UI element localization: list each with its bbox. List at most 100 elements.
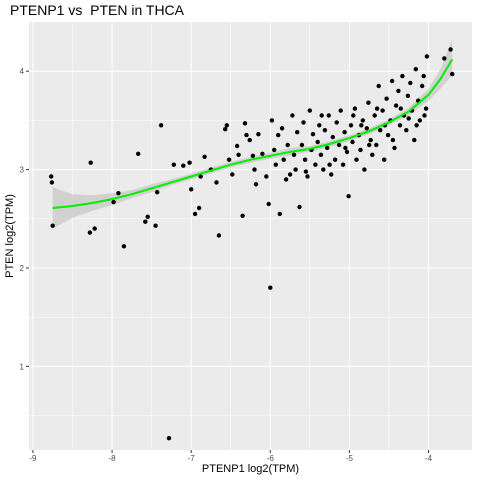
data-point (307, 108, 312, 113)
data-point (317, 123, 322, 128)
data-point (342, 130, 347, 135)
data-point (380, 108, 385, 113)
data-point (269, 118, 275, 123)
data-point (450, 71, 455, 77)
data-point (155, 190, 160, 195)
data-point (214, 180, 219, 185)
data-point (236, 152, 241, 157)
data-point (319, 113, 324, 118)
data-point (414, 123, 419, 128)
data-point (408, 80, 413, 86)
x-tick-label: -7 (188, 454, 196, 463)
data-point (384, 96, 389, 101)
data-point (295, 130, 300, 135)
data-point (318, 152, 324, 157)
data-point (372, 113, 377, 118)
data-points (49, 47, 455, 441)
data-point (376, 83, 381, 89)
data-point (417, 118, 422, 123)
data-point (382, 157, 387, 162)
data-point (346, 194, 351, 199)
data-point (293, 167, 298, 172)
data-point (362, 167, 367, 172)
data-point (398, 106, 403, 111)
data-point (334, 120, 339, 125)
data-point (442, 56, 447, 61)
data-point (358, 147, 363, 153)
data-point (367, 142, 372, 148)
data-point (404, 128, 409, 133)
data-point (272, 147, 277, 153)
data-point (166, 436, 172, 441)
data-point (299, 142, 305, 148)
data-point (247, 137, 252, 143)
data-point (326, 113, 331, 118)
minor-gridlines (29, 22, 472, 450)
data-point (187, 160, 192, 165)
data-point (321, 167, 326, 172)
data-point (310, 132, 316, 137)
data-point (348, 123, 354, 128)
data-point (422, 113, 427, 118)
data-point (268, 285, 273, 290)
data-point (153, 223, 158, 228)
data-point (297, 204, 302, 210)
data-point (412, 137, 417, 143)
data-point (385, 132, 391, 138)
confidence-band (52, 39, 453, 229)
data-point (192, 211, 198, 217)
data-point (276, 132, 281, 138)
data-point (421, 73, 426, 79)
data-point (244, 132, 249, 138)
data-point (366, 100, 371, 105)
data-point (136, 151, 141, 156)
data-point (344, 149, 350, 155)
data-point (158, 123, 164, 128)
data-point (242, 121, 248, 126)
data-point (400, 73, 405, 79)
data-point (389, 78, 395, 84)
data-point (354, 157, 359, 162)
data-point (49, 180, 55, 185)
data-point (281, 157, 286, 162)
x-tick-label: -8 (109, 454, 117, 463)
data-point (406, 116, 411, 121)
y-tick-label: 1 (20, 362, 25, 371)
data-point (181, 163, 186, 168)
data-point (325, 145, 330, 151)
data-point (252, 167, 257, 172)
data-point (283, 177, 289, 182)
data-point (49, 174, 54, 179)
data-point (360, 118, 365, 123)
data-point (202, 154, 207, 159)
data-point (364, 126, 369, 131)
data-point (279, 126, 285, 131)
y-axis-label: PTEN log2(TPM) (4, 194, 16, 278)
data-point (196, 205, 202, 211)
data-point (92, 226, 97, 231)
data-point (301, 120, 306, 125)
data-point (234, 143, 240, 149)
data-point (230, 172, 235, 177)
data-point (374, 142, 379, 148)
x-axis-label: PTENP1 log2(TPM) (202, 463, 299, 475)
data-point (368, 137, 373, 143)
data-point (343, 145, 348, 151)
data-point (256, 132, 261, 137)
data-point (393, 103, 399, 108)
data-point (359, 123, 364, 128)
y-tick-label: 2 (20, 264, 25, 273)
data-point (111, 199, 116, 205)
data-point (116, 191, 121, 196)
data-point (420, 83, 425, 89)
chart-title: PTENP1 vs PTEN in THCA (10, 2, 185, 18)
data-point (290, 113, 295, 118)
data-point (250, 153, 256, 158)
data-point (405, 93, 411, 99)
data-point (226, 157, 232, 162)
data-point (374, 106, 380, 111)
data-point (336, 142, 342, 148)
data-point (303, 169, 309, 174)
data-point (448, 47, 453, 52)
